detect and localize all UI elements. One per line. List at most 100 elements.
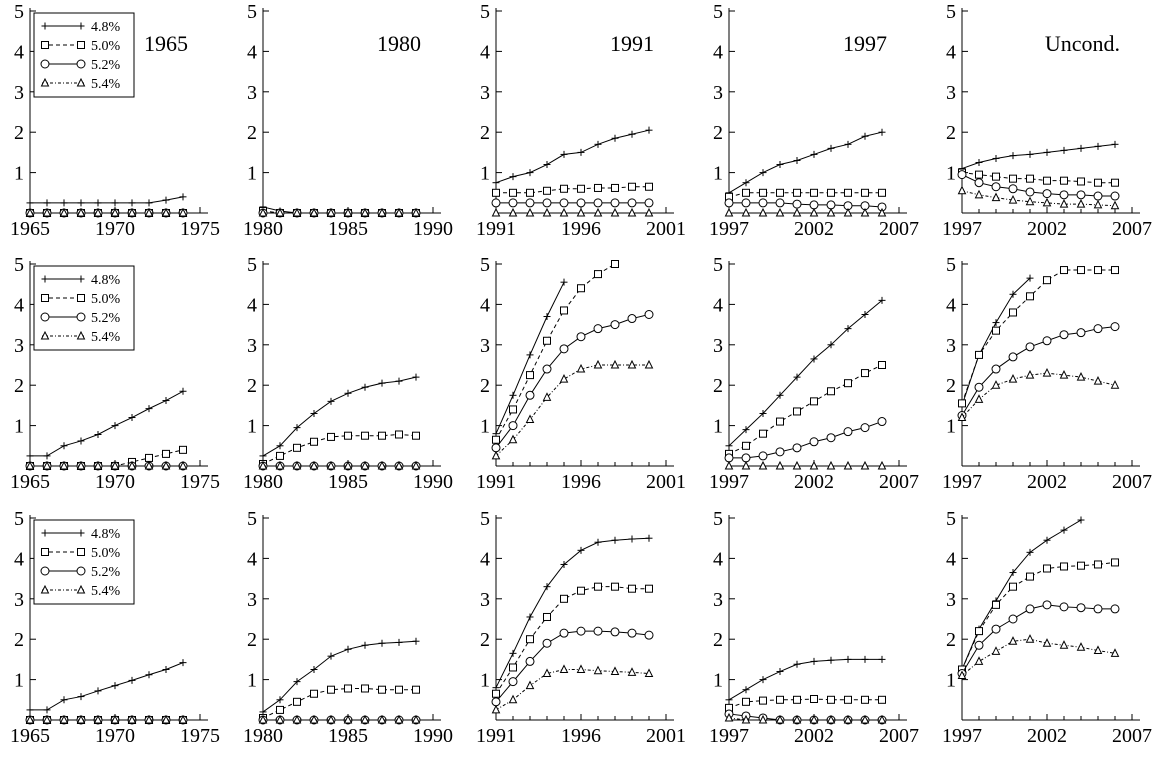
point-square: [276, 451, 284, 460]
point-triangle: [877, 714, 887, 724]
point-circle: [525, 390, 535, 400]
x-tick-label: 1997: [709, 725, 749, 747]
x-tick-label: 2002: [794, 725, 834, 747]
point-square: [844, 695, 852, 704]
panel-r0-c4: 1 2 3 4 5 1997 2002 2007 Uncond.: [942, 1, 1152, 240]
point-plus: [975, 159, 983, 166]
y-tick-label: 5: [946, 254, 956, 276]
point-triangle: [144, 460, 154, 470]
point-triangle: [826, 714, 836, 724]
x-tick-label: 2007: [879, 218, 919, 240]
point-plus: [293, 424, 301, 432]
y-tick-label: 4: [14, 548, 24, 570]
point-square: [577, 586, 585, 595]
legend-square-marker: [77, 294, 85, 302]
series-line: [262, 206, 416, 214]
point-square: [878, 188, 886, 197]
point-triangle: [59, 207, 69, 217]
series-square: [492, 182, 653, 197]
point-circle: [644, 630, 654, 640]
point-square: [1026, 572, 1034, 581]
point-plus: [128, 676, 136, 684]
legend-triangle-marker: [40, 330, 50, 340]
series-line: [961, 519, 1082, 670]
series-line: [728, 131, 883, 194]
x-tick-label: 1997: [709, 218, 749, 240]
y-tick-label: 1: [946, 416, 956, 438]
x-tick-label: 1990: [413, 725, 453, 747]
point-triangle: [377, 460, 387, 470]
point-square: [878, 361, 886, 369]
point-plus: [742, 686, 750, 694]
point-plus: [412, 637, 420, 645]
point-square: [1111, 558, 1119, 567]
x-tick-label: 1997: [942, 218, 982, 240]
point-triangle: [411, 207, 421, 217]
point-plus: [1026, 274, 1034, 282]
point-plus: [145, 199, 153, 207]
series-square: [958, 266, 1119, 408]
legend-item: 5.2%: [40, 311, 121, 326]
y-tick-label: 1: [480, 163, 490, 185]
point-triangle: [1042, 367, 1052, 377]
point-plus: [344, 645, 352, 653]
point-circle: [1042, 189, 1052, 199]
point-triangle: [508, 434, 518, 444]
point-circle: [1042, 600, 1052, 610]
point-triangle: [525, 680, 535, 690]
point-triangle: [161, 714, 171, 724]
point-plus: [77, 199, 85, 207]
legend-label: 5.2%: [91, 311, 121, 326]
point-triangle: [991, 192, 1001, 202]
y-tick-label: 1: [247, 416, 257, 438]
x-tick-label: 2007: [1112, 725, 1152, 747]
point-triangle: [258, 207, 268, 217]
point-square: [395, 430, 403, 439]
y-tick-label: 2: [14, 629, 24, 651]
x-tick-label: 2001: [646, 218, 686, 240]
series-line: [961, 143, 1116, 170]
point-square: [861, 695, 869, 704]
point-square: [1060, 266, 1068, 275]
point-square: [992, 600, 1000, 609]
legend-square-marker: [41, 294, 49, 302]
point-triangle: [877, 460, 887, 470]
point-plus: [577, 546, 585, 554]
series-line: [729, 202, 883, 208]
y-tick-label: 1: [14, 163, 24, 185]
point-triangle: [1025, 196, 1035, 206]
point-triangle: [1059, 640, 1069, 649]
point-square: [992, 172, 1000, 181]
point-triangle: [741, 460, 751, 470]
point-triangle: [258, 714, 268, 724]
point-square: [492, 188, 500, 197]
point-triangle: [644, 668, 654, 678]
y-tick-label: 5: [713, 1, 723, 23]
point-plus: [310, 409, 318, 417]
point-triangle: [1008, 636, 1018, 645]
series-line: [728, 658, 882, 701]
legend-label: 5.0%: [91, 546, 121, 561]
point-plus: [327, 397, 335, 405]
point-triangle: [792, 207, 802, 217]
series-line: [496, 186, 649, 194]
y-tick-label: 5: [480, 508, 490, 530]
x-tick-label: 1997: [709, 471, 749, 493]
y-tick-label: 3: [480, 589, 490, 611]
point-plus: [526, 169, 534, 177]
series-line: [961, 190, 1116, 207]
point-plus: [344, 389, 352, 397]
point-triangle: [974, 189, 984, 199]
point-square: [594, 270, 602, 279]
point-square: [1111, 266, 1119, 275]
point-plus: [793, 373, 801, 381]
x-tick-label: 1970: [95, 725, 135, 747]
point-plus: [1060, 526, 1068, 534]
x-tick-label: 2007: [879, 471, 919, 493]
point-plus: [395, 638, 403, 646]
series-triangle: [724, 460, 887, 470]
point-triangle: [1093, 376, 1103, 385]
point-plus: [759, 169, 767, 177]
panel-r2-c0: 1 2 3 4 5 1965 1970 1975 4.8% 5.0% 5.2% 5.4%: [10, 508, 220, 747]
panel-r1-c4: 1 2 3 4 5 1997 2002 2007: [942, 254, 1152, 493]
